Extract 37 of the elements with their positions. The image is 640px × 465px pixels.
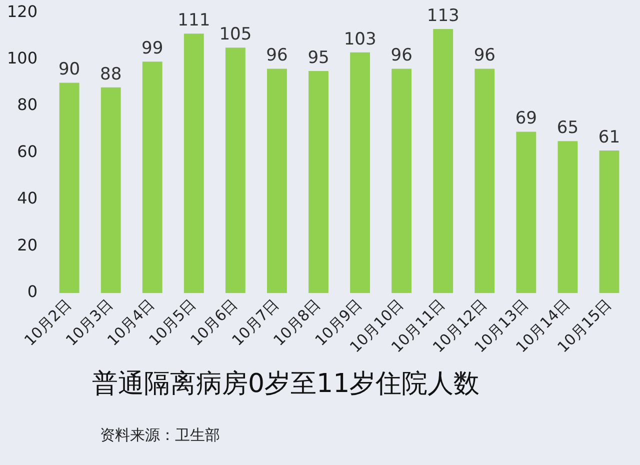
- data-label: 113: [426, 6, 460, 26]
- data-label: 69: [515, 108, 537, 129]
- y-tick-label: 20: [17, 235, 38, 254]
- text: 普通隔离病房0岁至11岁住院人数: [92, 368, 480, 401]
- bar: [100, 87, 121, 294]
- y-tick-label: 0: [27, 282, 38, 302]
- bar: [392, 68, 412, 294]
- text: 资料来源：卫生部: [100, 426, 220, 445]
- bar: [184, 34, 204, 294]
- data-label: 103: [344, 29, 376, 50]
- y-tick-label: 120: [6, 2, 38, 21]
- bar: [59, 82, 80, 294]
- data-label: 65: [556, 118, 579, 138]
- y-tick-label: 60: [17, 142, 38, 161]
- data-label: 105: [219, 24, 252, 45]
- y-tick-label: 40: [17, 188, 38, 208]
- y-tick-label: 80: [17, 95, 38, 114]
- data-label: 95: [308, 48, 330, 68]
- bar: [433, 28, 454, 294]
- data-label: 96: [266, 46, 288, 66]
- bar: [350, 52, 370, 294]
- data-label: 99: [142, 38, 164, 59]
- data-label: 90: [58, 60, 80, 80]
- data-label: 88: [100, 64, 122, 84]
- bar: [142, 62, 162, 294]
- data-label: 111: [178, 10, 210, 31]
- bar: [267, 68, 287, 294]
- bar: [474, 68, 495, 294]
- data-label: 61: [598, 127, 620, 148]
- y-tick-label: 100: [6, 48, 38, 68]
- data-label: 96: [474, 46, 496, 66]
- bar: [599, 150, 620, 294]
- bar: [308, 71, 328, 294]
- data-label: 96: [390, 46, 412, 66]
- bar: [558, 141, 578, 294]
- bar: [225, 48, 246, 294]
- bar: [516, 132, 536, 294]
